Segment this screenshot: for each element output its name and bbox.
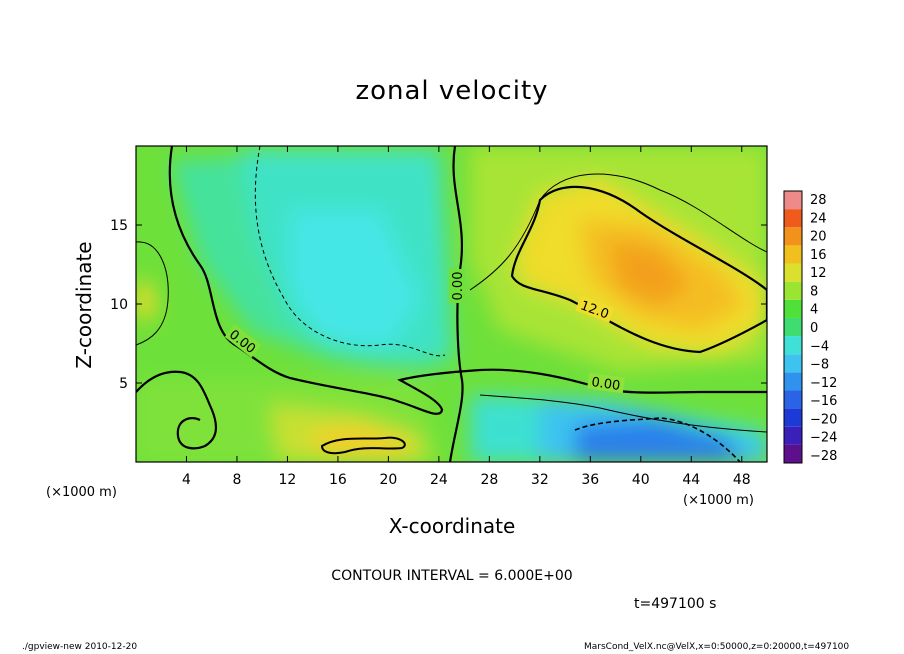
- x-tick-label: 40: [632, 472, 650, 488]
- x-axis: 4 8 12 16 20 24 28 32 36 40 44 48: [182, 146, 751, 488]
- colorbar-swatch: [784, 191, 802, 210]
- colorbar-swatch: [784, 354, 802, 373]
- field-region-lower-center-core: [310, 425, 410, 458]
- colorbar-tick-label: −12: [810, 376, 837, 391]
- x-tick-label: 28: [480, 472, 498, 488]
- x-unit-label-right: (×1000 m): [683, 493, 754, 508]
- x-unit-label-left: (×1000 m): [46, 485, 117, 500]
- colorbar-tick-label: 20: [810, 230, 827, 245]
- colorbar-swatch: [784, 263, 802, 282]
- contour-twelve-jet: [510, 185, 767, 354]
- colorbar-tick-label: −8: [810, 358, 829, 373]
- colorbar: 28 24 20 16 12 8 4 0 −4 −8 −12 −16 −20 −24 −28: [783, 190, 837, 464]
- contour-zero-main: [168, 146, 767, 415]
- heatmap-field: [136, 146, 767, 462]
- colorbar-swatch: [784, 426, 802, 445]
- contour-label-background: [449, 269, 465, 303]
- y-tick-label: 5: [119, 376, 128, 392]
- colorbar-tick-label: 8: [810, 284, 818, 299]
- x-tick-label: 16: [329, 472, 347, 488]
- contour-thin-lower-right: [479, 394, 767, 433]
- field-region-easterly-core: [290, 210, 420, 345]
- y-tick-label: 15: [110, 218, 128, 234]
- time-label: t=497100 s: [634, 596, 717, 612]
- colorbar-tick-label: 0: [810, 321, 818, 336]
- contour-zero-lower-left: [136, 370, 218, 450]
- x-tick-label: 8: [232, 472, 241, 488]
- contour-twelve-lower-blob: [320, 436, 406, 455]
- x-tick-label: 36: [581, 472, 599, 488]
- colorbar-swatch: [784, 245, 802, 264]
- x-tick-label: 48: [733, 472, 751, 488]
- colorbar-swatch: [784, 227, 802, 246]
- colorbar-swatch: [784, 408, 802, 427]
- contour-thin-jet-outer: [469, 173, 767, 291]
- footer-source-label: MarsCond_VelX.nc@VelX,x=0:50000,z=0:2000…: [584, 642, 850, 652]
- colorbar-swatch: [784, 336, 802, 355]
- colorbar-tick-label: 12: [810, 266, 827, 281]
- colorbar-tick-label: 24: [810, 211, 827, 226]
- colorbar-tick-label: −28: [810, 449, 837, 464]
- field-region-left-edge: [136, 280, 156, 320]
- y-tick-label: 10: [110, 297, 128, 313]
- chart-title: zonal velocity: [355, 76, 549, 106]
- contour-dashed-lower-right: [574, 417, 741, 462]
- colorbar-tick-label: −24: [810, 431, 837, 446]
- contour-thin-left: [136, 241, 169, 346]
- colorbar-swatch: [784, 299, 802, 318]
- colorbar-frame: [783, 190, 803, 464]
- contour-dashed-easterly: [254, 146, 446, 357]
- field-region-jet-core: [610, 240, 690, 305]
- contour-label-background: [224, 324, 262, 358]
- colorbar-swatch: [784, 390, 802, 409]
- x-axis-label: X-coordinate: [388, 514, 516, 538]
- x-tick-label: 32: [531, 472, 549, 488]
- colorbar-swatch: [784, 281, 802, 300]
- contour-label-background: [575, 295, 615, 323]
- colorbar-swatch: [784, 209, 802, 228]
- colorbar-swatch: [784, 444, 802, 463]
- footer-program-label: ./gpview-new 2010-12-20: [22, 642, 138, 652]
- x-tick-label: 44: [682, 472, 700, 488]
- contour-label-background: [587, 372, 625, 394]
- x-tick-label: 4: [182, 472, 191, 488]
- colorbar-tick-label: −4: [810, 339, 829, 354]
- x-tick-label: 20: [379, 472, 397, 488]
- contour-label: 0.00: [451, 272, 466, 301]
- y-axis: 5 10 15: [110, 218, 767, 392]
- x-tick-label: 24: [430, 472, 448, 488]
- field-region-lower-right-core: [575, 418, 740, 462]
- contour-label: 0.00: [590, 375, 621, 394]
- contour-lines: [136, 146, 767, 462]
- colorbar-tick-label: −20: [810, 412, 837, 427]
- colorbar-swatch: [784, 372, 802, 391]
- colorbar-tick-label: −16: [810, 394, 837, 409]
- colorbar-tick-label: 4: [810, 303, 818, 318]
- contour-zero-vertical: [448, 146, 464, 462]
- colorbar-tick-label: 28: [810, 193, 827, 208]
- colorbar-swatch: [784, 317, 802, 337]
- x-tick-label: 12: [279, 472, 297, 488]
- colorbar-tick-label: 16: [810, 248, 827, 263]
- contour-interval-label: CONTOUR INTERVAL = 6.000E+00: [331, 568, 573, 584]
